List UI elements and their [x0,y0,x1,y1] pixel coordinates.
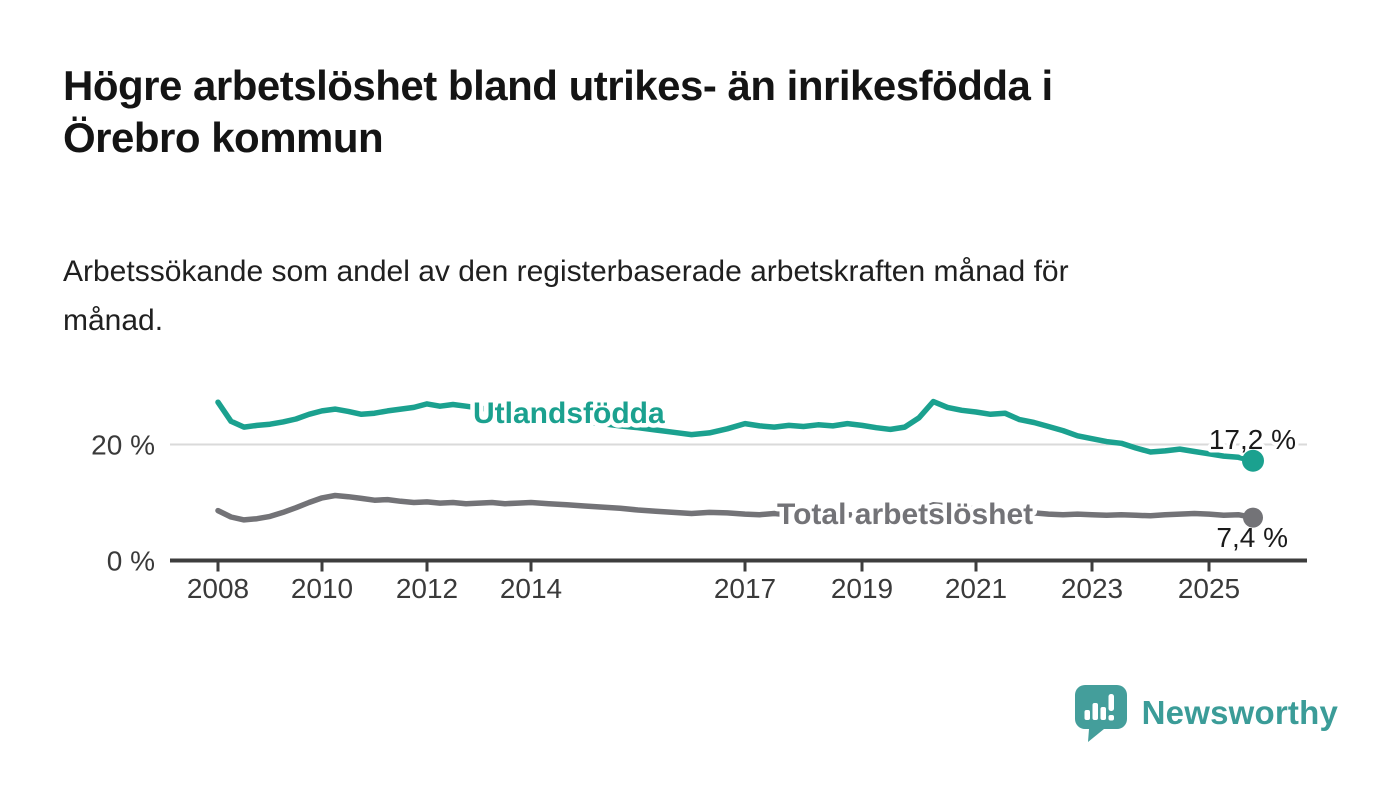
chart-title: Högre arbetslöshet bland utrikes- än inr… [63,62,1053,162]
series-label-total: Total arbetslöshet [777,498,1033,531]
x-tick-label-2025: 2025 [1178,573,1240,604]
y-tick-label-0: 0 % [107,546,155,577]
newsworthy-logo-icon [1074,685,1127,742]
y-tick-label-20: 20 % [91,430,155,461]
series-label-utlandsfodda: Utlandsfödda [473,397,665,430]
x-tick-label-2019: 2019 [831,573,893,604]
x-tick-label-2010: 2010 [291,573,353,604]
brand-name: Newsworthy [1141,694,1338,731]
x-tick-label-2017: 2017 [714,573,776,604]
chart-subtitle: Arbetssökande som andel av den registerb… [63,255,1069,337]
end-point-dot-total [1243,507,1263,528]
x-tick-label-2021: 2021 [945,573,1007,604]
x-tick-label-2014: 2014 [500,573,562,604]
x-tick-label-2023: 2023 [1061,573,1123,604]
series-line-total [215,492,1256,523]
x-tick-label-2012: 2012 [396,573,458,604]
end-point-dot-utlandsfodda [1242,449,1264,472]
x-tick-label-2008: 2008 [187,573,249,604]
logo-bars [1084,694,1114,721]
brand-footer: Newsworthy [1074,684,1338,742]
series-line-utlandsfodda [215,398,1256,464]
